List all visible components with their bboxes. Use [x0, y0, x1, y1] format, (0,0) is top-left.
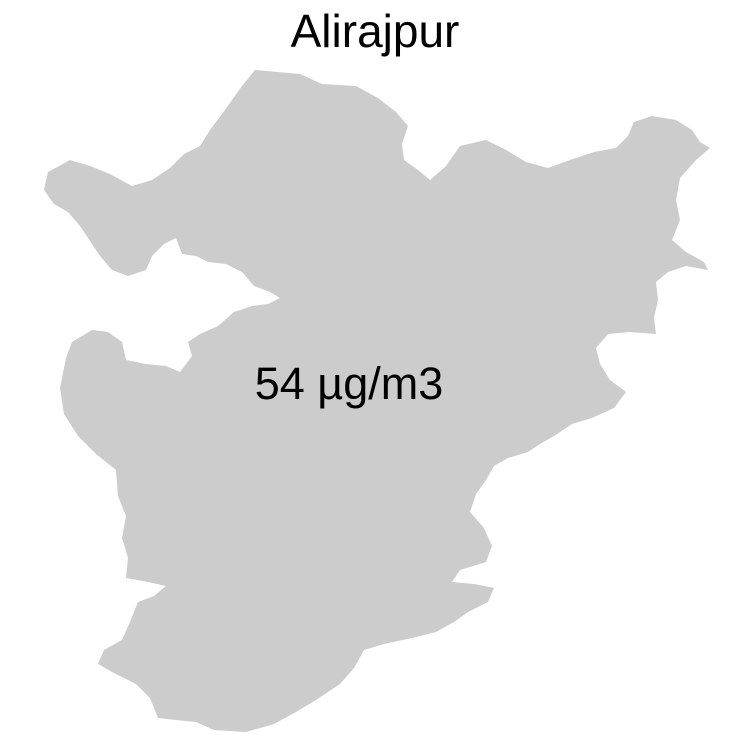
district-boundary	[44, 70, 710, 732]
map-title: Alirajpur	[291, 5, 460, 57]
value-label: 54 µg/m3	[255, 358, 444, 409]
